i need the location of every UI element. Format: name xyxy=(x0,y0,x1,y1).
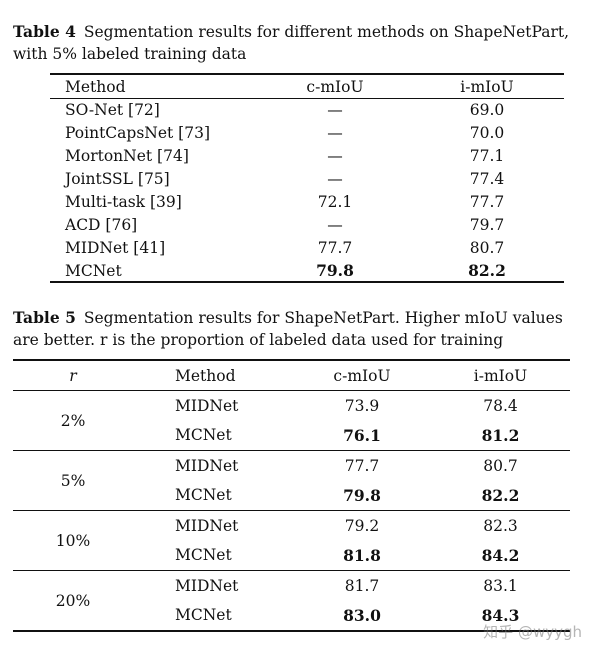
table4-body: SO-Net [72] — 69.0 PointCapsNet [73] — 70.0 Mo… xyxy=(50,98,564,282)
method-cell: MIDNet [41] xyxy=(65,238,166,257)
table5-group-rule-1 xyxy=(13,450,570,451)
table-row: MCNet 79.8 82.2 xyxy=(13,481,570,511)
i-miou-cell: 81.2 xyxy=(481,425,520,445)
table-row: MCNet 81.8 84.2 xyxy=(13,541,570,571)
table-row: 2% MIDNet 73.9 78.4 xyxy=(13,391,570,430)
table4-header-c-miou: c-mIoU xyxy=(306,77,364,96)
table5-bottom-rule xyxy=(13,630,570,632)
c-miou-cell: — xyxy=(327,169,343,188)
i-miou-cell: 77.7 xyxy=(469,192,505,211)
table4-bottom-rule xyxy=(50,281,564,283)
table5-header-r: r xyxy=(69,366,77,385)
i-miou-cell: 69.0 xyxy=(469,100,505,119)
table-row: Multi-task [39] 72.1 77.7 xyxy=(50,190,564,213)
table5-label: Table 5 xyxy=(13,308,76,327)
table5-group: 20% MIDNet 81.7 83.1 MCNet 83.0 84.3 xyxy=(13,571,570,630)
i-miou-cell: 70.0 xyxy=(469,123,505,142)
c-miou-cell: — xyxy=(327,123,343,142)
i-miou-cell: 84.3 xyxy=(481,605,520,625)
r-cell: 20% xyxy=(55,591,91,610)
table-row: MCNet 76.1 81.2 xyxy=(13,421,570,451)
method-cell: MortonNet [74] xyxy=(65,146,189,165)
c-miou-cell: 81.8 xyxy=(343,545,381,565)
method-cell: MCNet xyxy=(65,261,122,280)
i-miou-cell: 83.1 xyxy=(483,576,518,595)
i-miou-cell: 82.2 xyxy=(468,261,506,280)
table4-header-method: Method xyxy=(65,77,126,96)
table-row: ACD [76] — 79.7 xyxy=(50,213,564,236)
table4-caption: Table 4 Segmentation results for differen… xyxy=(13,21,583,65)
table5-group-rule-2 xyxy=(13,510,570,511)
table5-header: r Method c-mIoU i-mIoU xyxy=(13,361,570,390)
table4-header: Method c-mIoU i-mIoU xyxy=(50,75,564,98)
method-cell: MCNet xyxy=(175,546,232,565)
table5-header-rule xyxy=(13,390,570,391)
table-row: SO-Net [72] — 69.0 xyxy=(50,98,564,121)
table4-header-i-miou: i-mIoU xyxy=(460,77,514,96)
c-miou-cell: 79.2 xyxy=(344,516,380,535)
table5-header-i-miou: i-mIoU xyxy=(473,366,528,385)
c-miou-cell: — xyxy=(327,215,343,234)
watermark: 知乎 @wyygh xyxy=(483,623,582,641)
table5-group-rule-3 xyxy=(13,570,570,571)
method-cell: ACD [76] xyxy=(65,215,138,234)
method-cell: MIDNet xyxy=(175,396,239,415)
i-miou-cell: 77.4 xyxy=(469,169,505,188)
r-cell: 5% xyxy=(60,471,86,490)
table5-group: 5% MIDNet 77.7 80.7 MCNet 79.8 82.2 xyxy=(13,451,570,510)
i-miou-cell: 79.7 xyxy=(469,215,505,234)
i-miou-cell: 80.7 xyxy=(483,456,518,475)
method-cell: MIDNet xyxy=(175,516,239,535)
table-row: 5% MIDNet 77.7 80.7 xyxy=(13,451,570,490)
c-miou-cell: 77.7 xyxy=(344,456,380,475)
i-miou-cell: 82.3 xyxy=(483,516,518,535)
method-cell: SO-Net [72] xyxy=(65,100,160,119)
i-miou-cell: 80.7 xyxy=(469,238,505,257)
table-row: PointCapsNet [73] — 70.0 xyxy=(50,121,564,144)
method-cell: MIDNet xyxy=(175,576,239,595)
table5-group: 10% MIDNet 79.2 82.3 MCNet 81.8 84.2 xyxy=(13,511,570,570)
i-miou-cell: 82.2 xyxy=(481,485,520,505)
table-row: MCNet 79.8 82.2 xyxy=(50,259,564,282)
c-miou-cell: — xyxy=(327,146,343,165)
table5-caption: Table 5 Segmentation results for ShapeNet… xyxy=(13,307,583,351)
table4-header-rule xyxy=(50,98,564,99)
method-cell: MCNet xyxy=(175,606,232,625)
c-miou-cell: 79.8 xyxy=(343,485,381,505)
r-cell: 10% xyxy=(55,531,91,550)
c-miou-cell: 72.1 xyxy=(317,192,353,211)
table5-header-method: Method xyxy=(175,366,236,385)
i-miou-cell: 78.4 xyxy=(483,396,518,415)
table5-header-c-miou: c-mIoU xyxy=(333,366,391,385)
table5-group: 2% MIDNet 73.9 78.4 MCNet 76.1 81.2 xyxy=(13,391,570,450)
table-row: JointSSL [75] — 77.4 xyxy=(50,167,564,190)
method-cell: PointCapsNet [73] xyxy=(65,123,210,142)
c-miou-cell: — xyxy=(327,100,343,119)
table4-caption-text: Segmentation results for different metho… xyxy=(13,23,570,63)
method-cell: Multi-task [39] xyxy=(65,192,182,211)
c-miou-cell: 76.1 xyxy=(343,425,381,445)
i-miou-cell: 84.2 xyxy=(481,545,520,565)
method-cell: MIDNet xyxy=(175,456,239,475)
c-miou-cell: 79.8 xyxy=(316,261,354,280)
table4-label: Table 4 xyxy=(13,22,76,41)
table-row: 20% MIDNet 81.7 83.1 xyxy=(13,571,570,610)
table5-top-rule xyxy=(13,359,570,361)
r-cell: 2% xyxy=(60,411,86,430)
table5-caption-text: Segmentation results for ShapeNetPart. H… xyxy=(13,309,563,349)
i-miou-cell: 77.1 xyxy=(469,146,505,165)
c-miou-cell: 81.7 xyxy=(344,576,380,595)
method-cell: MCNet xyxy=(175,486,232,505)
c-miou-cell: 73.9 xyxy=(344,396,380,415)
c-miou-cell: 77.7 xyxy=(317,238,353,257)
table-row: MIDNet [41] 77.7 80.7 xyxy=(50,236,564,259)
table-row: MortonNet [74] — 77.1 xyxy=(50,144,564,167)
method-cell: JointSSL [75] xyxy=(65,169,170,188)
c-miou-cell: 83.0 xyxy=(343,605,381,625)
method-cell: MCNet xyxy=(175,426,232,445)
table-row: 10% MIDNet 79.2 82.3 xyxy=(13,511,570,550)
table-row: MCNet 83.0 84.3 xyxy=(13,601,570,631)
table4-top-rule xyxy=(50,73,564,75)
